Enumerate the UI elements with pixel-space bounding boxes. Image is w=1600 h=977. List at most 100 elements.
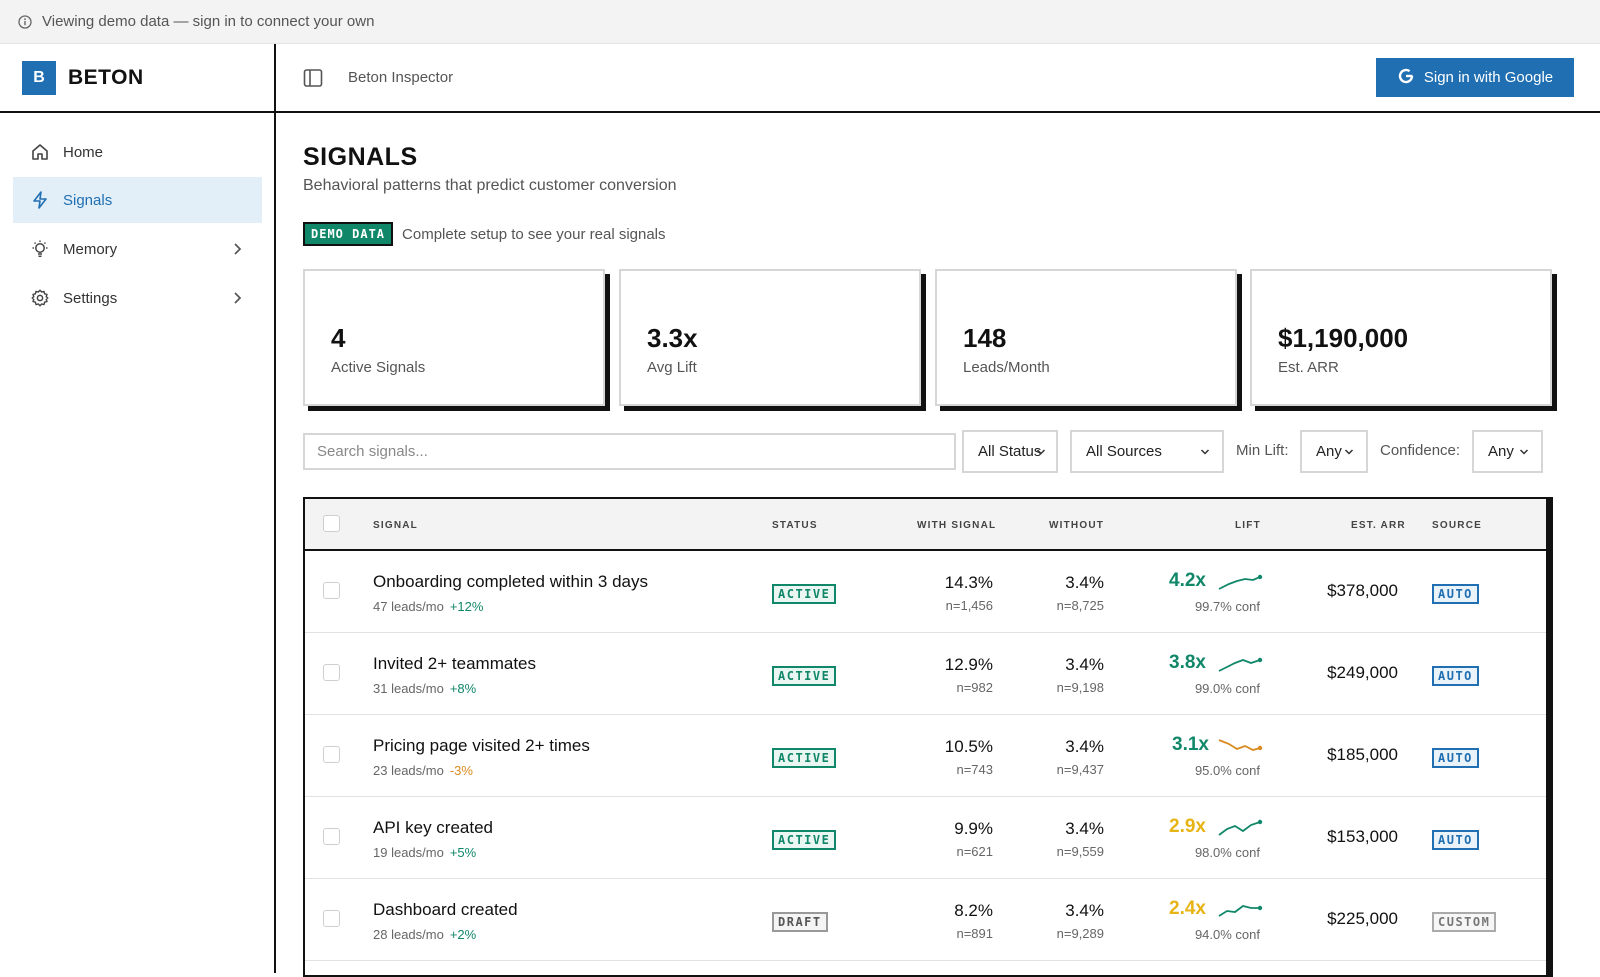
stat-value: 3.3x [647,323,698,353]
source-badge: AUTO [1432,830,1479,850]
lift-value: 3.8x [1169,652,1206,673]
status-badge: ACTIVE [772,748,837,768]
signal-name: Invited 2+ teammates [373,654,537,673]
google-icon [1397,67,1415,89]
leads-per-month: 23 leads/mo [373,763,444,778]
sidebar-item-memory[interactable]: Memory [13,226,262,272]
lightbulb-icon [30,239,50,259]
col-signal[interactable]: SIGNAL [373,520,418,531]
sidebar-toggle-icon[interactable] [302,67,324,89]
without-n: n=9,559 [1056,844,1104,859]
without-n: n=9,437 [1056,762,1104,777]
chevron-down-icon [1344,448,1354,456]
col-est-arr[interactable]: EST. ARR [1351,520,1406,531]
lightning-icon [30,190,50,210]
lift-value: 2.4x [1169,898,1206,919]
min-lift-select[interactable]: Any [1300,430,1368,473]
leads-delta: +12% [449,599,484,614]
leads-per-month: 31 leads/mo [373,681,444,696]
chevron-right-icon [232,241,242,257]
source-badge: AUTO [1432,584,1479,604]
trend-sparkline-icon [1218,657,1263,672]
logo: B [22,60,56,95]
chevron-right-icon [232,290,242,306]
stat-value: $1,190,000 [1278,323,1409,353]
signal-name: API key created [373,818,494,837]
table-row[interactable]: Dashboard created 28 leads/mo +2% DRAFT 8… [305,879,1546,961]
row-checkbox[interactable] [323,828,340,845]
col-without[interactable]: WITHOUT [1049,520,1105,531]
leads-delta: +2% [449,927,477,942]
row-checkbox[interactable] [323,582,340,599]
table-row[interactable]: Onboarding completed within 3 days 47 le… [305,551,1546,633]
topbar: Beton Inspector Sign in with Google [276,44,1600,113]
signals-table: SIGNAL STATUS WITH SIGNAL WITHOUT LIFT E… [303,497,1548,977]
signal-name: Onboarding completed within 3 days [373,572,648,591]
status-filter-select[interactable]: All Status [962,430,1058,473]
confidence-value: Any [1488,443,1514,460]
row-checkbox[interactable] [323,910,340,927]
with-signal-n: n=621 [956,844,993,859]
info-icon [18,14,32,29]
with-signal-n: n=743 [956,762,993,777]
row-checkbox[interactable] [323,746,340,763]
sidebar-item-label: Signals [63,191,113,209]
without-pct: 3.4% [1065,737,1104,756]
brand-name: BETON [68,65,144,89]
without-n: n=9,198 [1056,680,1104,695]
trend-sparkline-icon [1218,739,1263,751]
leads-delta: -3% [449,763,473,778]
sources-filter-select[interactable]: All Sources [1070,430,1224,473]
trend-sparkline-icon [1218,905,1263,917]
row-checkbox[interactable] [323,664,340,681]
source-badge: CUSTOM [1432,912,1497,932]
sidebar-item-settings[interactable]: Settings [13,275,262,321]
sign-in-label: Sign in with Google [1423,69,1554,86]
signal-meta: 19 leads/mo +5% [373,845,476,860]
table-header: SIGNAL STATUS WITH SIGNAL WITHOUT LIFT E… [305,499,1546,551]
brand[interactable]: B BETON [0,44,276,113]
select-all-checkbox[interactable] [323,515,340,532]
col-status[interactable]: STATUS [772,520,818,531]
sidebar-item-signals[interactable]: Signals [13,177,262,223]
home-icon [30,142,50,162]
status-badge: ACTIVE [772,830,837,850]
leads-per-month: 19 leads/mo [373,845,444,860]
stat-label: Avg Lift [647,359,697,376]
with-signal-pct: 10.5% [944,737,993,756]
leads-per-month: 47 leads/mo [373,599,444,614]
signal-meta: 31 leads/mo +8% [373,681,476,696]
breadcrumb: Beton Inspector [348,69,454,86]
stat-card-est-arr: $1,190,000 Est. ARR [1250,269,1552,406]
col-lift[interactable]: LIFT [1235,520,1261,531]
stat-label: Est. ARR [1278,359,1339,376]
confidence-select[interactable]: Any [1472,430,1543,473]
leads-per-month: 28 leads/mo [373,927,444,942]
signal-name: Dashboard created [373,900,518,919]
est-arr-value: $249,000 [1327,663,1398,682]
col-source[interactable]: SOURCE [1432,520,1482,531]
signal-name: Pricing page visited 2+ times [373,736,590,755]
status-filter-value: All Status [978,443,1042,460]
col-with-signal[interactable]: WITH SIGNAL [917,520,997,531]
signal-meta: 28 leads/mo +2% [373,927,476,942]
banner-text: Viewing demo data — sign in to connect y… [42,13,375,30]
without-pct: 3.4% [1065,819,1104,838]
table-row[interactable]: Invited 2+ teammates 31 leads/mo +8% ACTI… [305,633,1546,715]
trend-sparkline-icon [1218,819,1263,836]
status-badge: ACTIVE [772,584,837,604]
source-badge: AUTO [1432,748,1479,768]
stat-value: 148 [963,323,1007,353]
confidence-value: 99.7% conf [1194,599,1260,614]
sign-in-google-button[interactable]: Sign in with Google [1376,58,1574,97]
table-row[interactable]: API key created 19 leads/mo +5% ACTIVE 9.… [305,797,1546,879]
sidebar-item-home[interactable]: Home [13,129,262,175]
search-input[interactable] [303,433,956,470]
sidebar-divider [274,44,276,973]
confidence-value: 99.0% conf [1194,681,1260,696]
lift-value: 4.2x [1169,570,1206,591]
table-row[interactable]: Pricing page visited 2+ times 23 leads/m… [305,715,1546,797]
with-signal-pct: 8.2% [954,901,993,920]
without-pct: 3.4% [1065,655,1104,674]
with-signal-pct: 9.9% [954,819,993,838]
